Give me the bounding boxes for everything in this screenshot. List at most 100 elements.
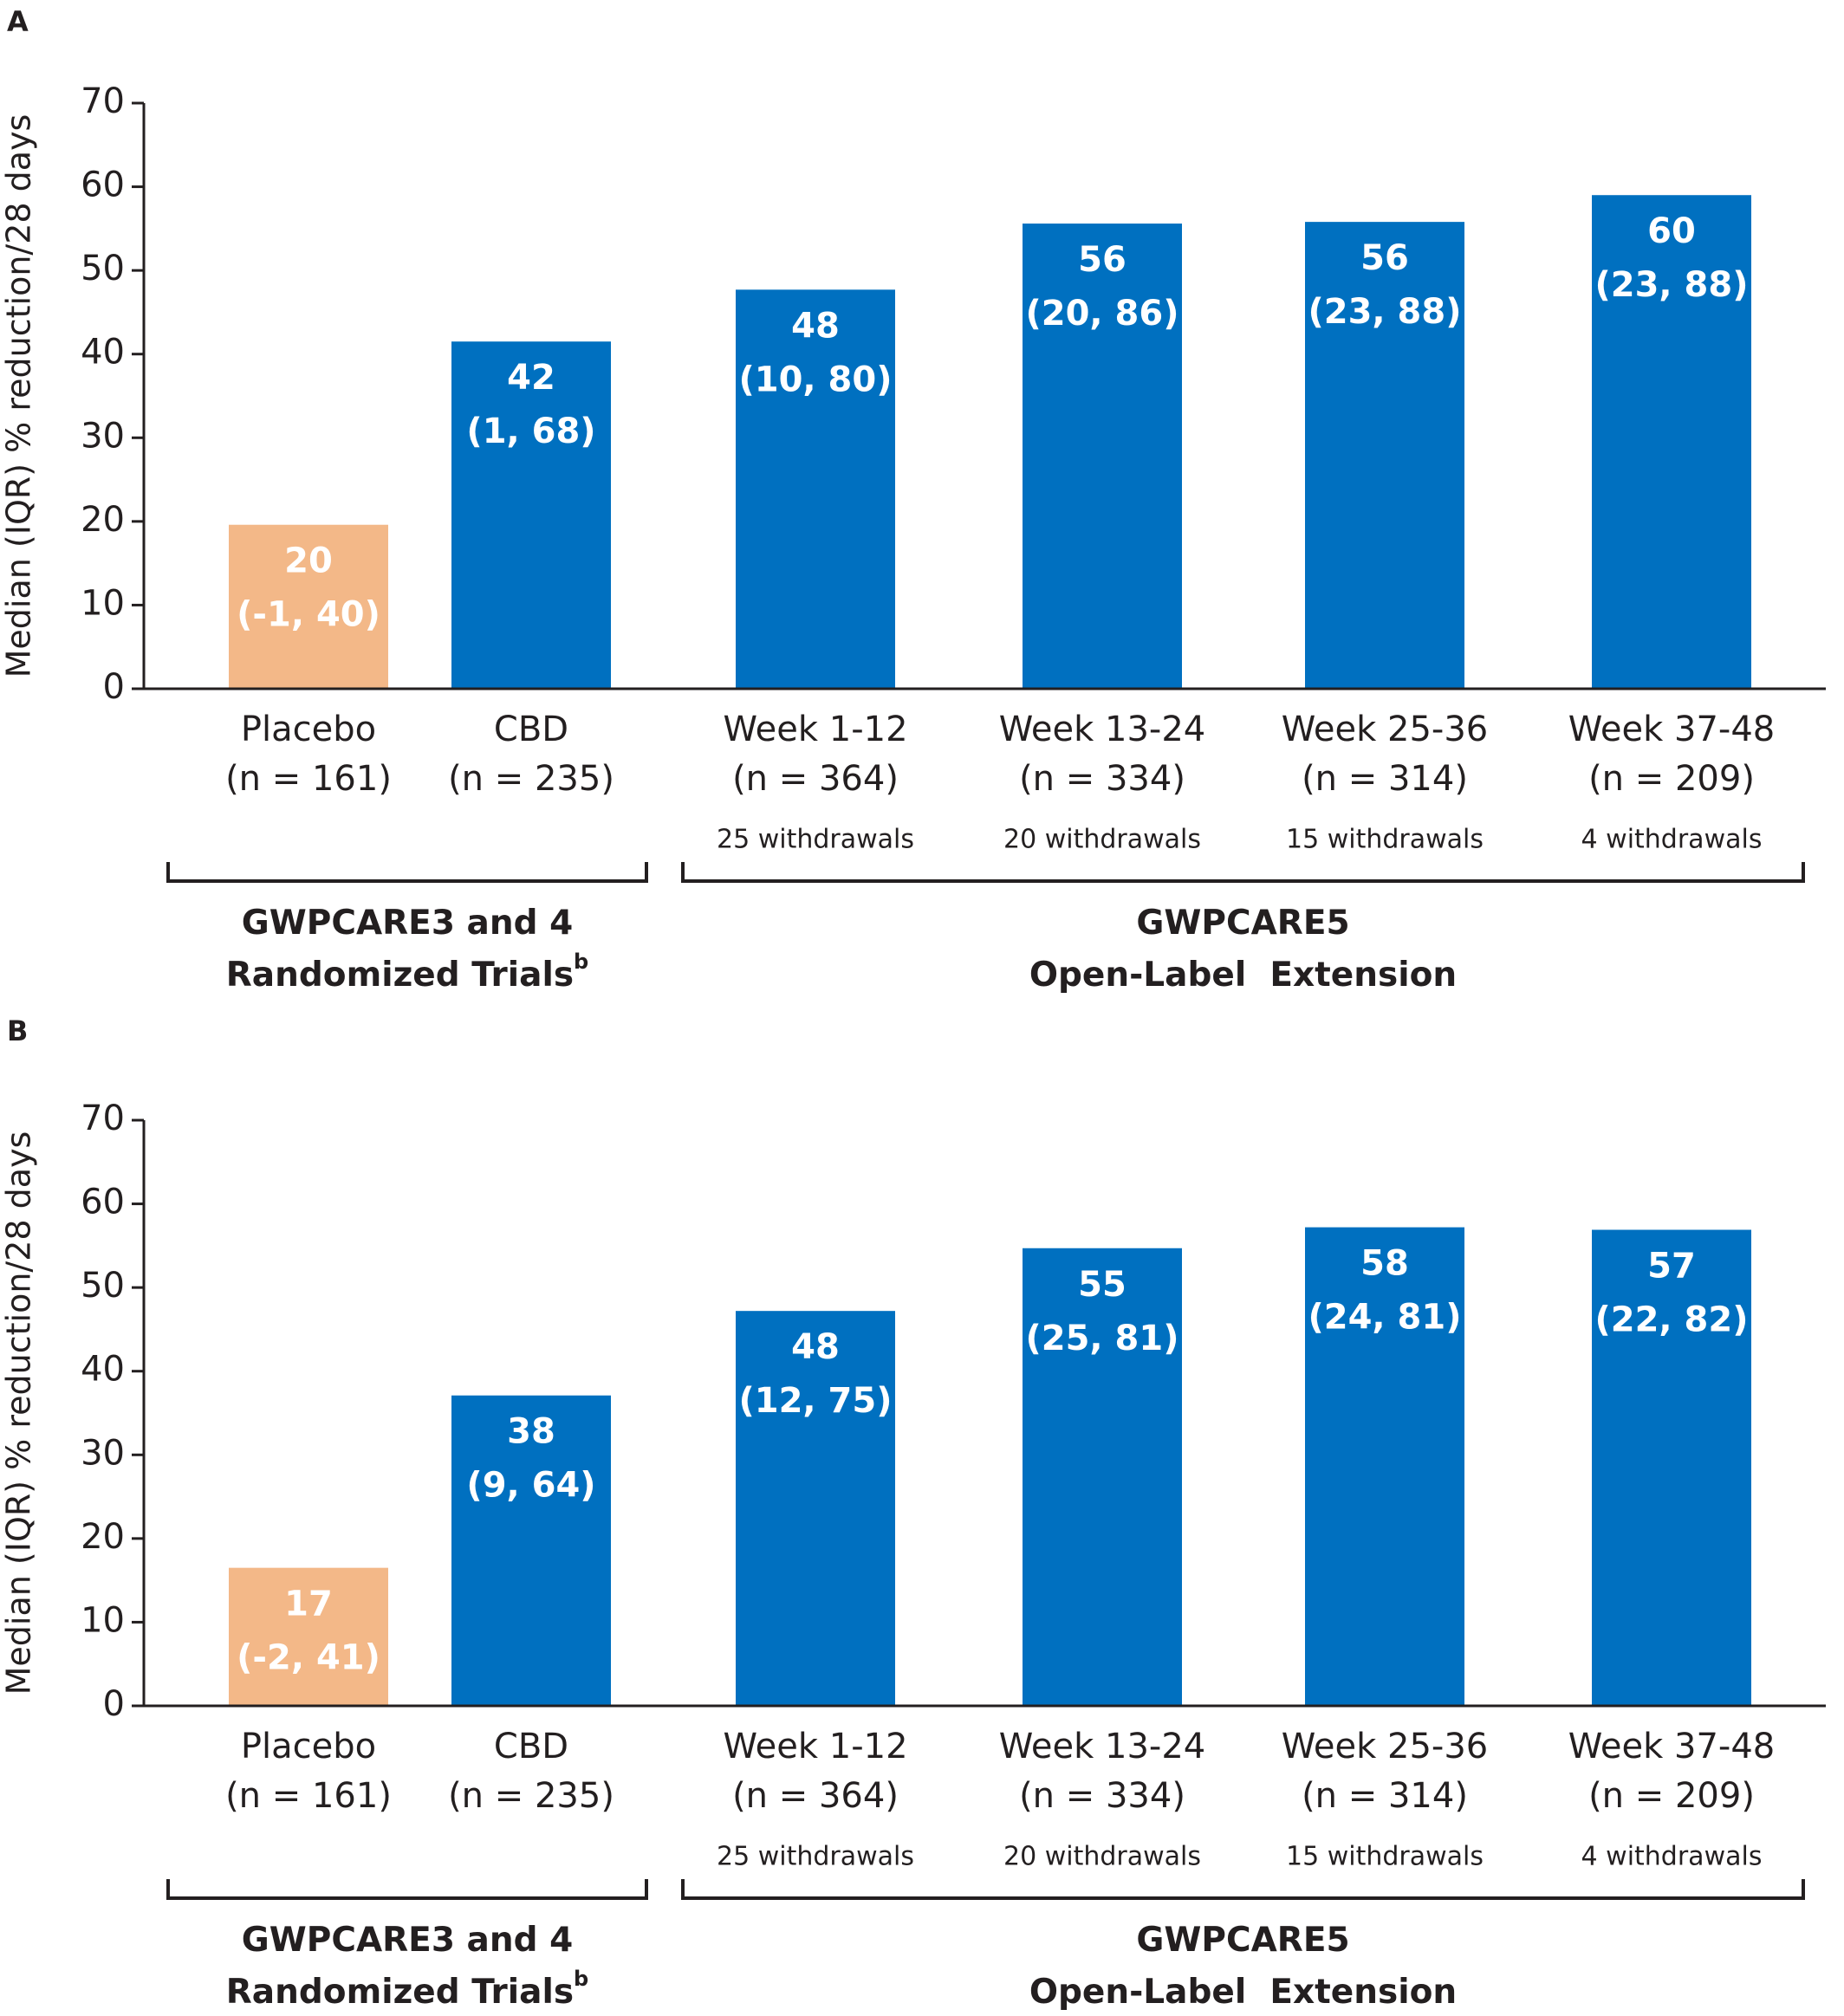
n-label: (n = 314) bbox=[1302, 1776, 1468, 1816]
bar bbox=[229, 1567, 388, 1706]
bar bbox=[1305, 222, 1464, 689]
bar bbox=[1023, 1248, 1182, 1706]
value-label: 42 bbox=[507, 358, 555, 398]
value-label: 17 bbox=[284, 1585, 333, 1624]
withdrawal-label: 20 withdrawals bbox=[1003, 1842, 1201, 1872]
x-tick-label: Week 13-24 bbox=[999, 710, 1206, 749]
group-bracket bbox=[166, 1879, 648, 1900]
withdrawal-label: 15 withdrawals bbox=[1286, 825, 1484, 855]
group-label-line: Randomized Trials bbox=[226, 1973, 574, 2012]
value-label: 20 bbox=[284, 541, 333, 581]
value-label: 48 bbox=[791, 1327, 840, 1367]
withdrawal-label: 4 withdrawals bbox=[1581, 825, 1763, 855]
y-tick-label: 0 bbox=[103, 1684, 125, 1724]
x-tick-label: Week 1-12 bbox=[723, 710, 907, 749]
bar bbox=[1305, 1227, 1464, 1706]
group-label-line: GWPCARE5 bbox=[1136, 1921, 1349, 1960]
x-tick-label: Placebo bbox=[241, 1727, 376, 1766]
iqr-label: (23, 88) bbox=[1308, 292, 1461, 332]
panel-label: A bbox=[7, 5, 29, 38]
iqr-label: (22, 82) bbox=[1594, 1300, 1748, 1340]
value-label: 56 bbox=[1360, 238, 1409, 278]
n-label: (n = 334) bbox=[1019, 1776, 1185, 1816]
iqr-label: (9, 64) bbox=[466, 1466, 595, 1506]
bar bbox=[1023, 224, 1182, 689]
iqr-label: (1, 68) bbox=[466, 412, 595, 451]
x-tick-label: Week 1-12 bbox=[723, 1727, 907, 1766]
x-tick-label: Week 37-48 bbox=[1568, 1727, 1776, 1766]
bar bbox=[229, 524, 388, 689]
y-tick-label: 20 bbox=[81, 1517, 125, 1557]
withdrawal-label: 4 withdrawals bbox=[1581, 1842, 1763, 1872]
group-label-line: Open-Label Extension bbox=[1029, 956, 1457, 995]
n-label: (n = 209) bbox=[1588, 1776, 1755, 1816]
n-label: (n = 314) bbox=[1302, 759, 1468, 799]
iqr-label: (12, 75) bbox=[738, 1381, 892, 1421]
iqr-label: (24, 81) bbox=[1308, 1298, 1461, 1338]
bar bbox=[1592, 1229, 1751, 1706]
bar bbox=[736, 1311, 895, 1706]
value-label: 60 bbox=[1647, 211, 1696, 251]
value-label: 58 bbox=[1360, 1244, 1409, 1284]
iqr-label: (23, 88) bbox=[1594, 265, 1748, 305]
bar bbox=[451, 1395, 611, 1706]
x-tick-label: Week 37-48 bbox=[1568, 710, 1776, 749]
value-label: 48 bbox=[791, 306, 840, 346]
group-label-line: GWPCARE5 bbox=[1136, 904, 1349, 943]
group-bracket bbox=[681, 862, 1805, 883]
value-label: 38 bbox=[507, 1412, 555, 1452]
y-tick-label: 40 bbox=[81, 333, 125, 373]
group-label: GWPCARE3 and 4 bbox=[242, 1921, 574, 1960]
y-tick-label: 30 bbox=[81, 416, 125, 456]
withdrawal-label: 25 withdrawals bbox=[717, 1842, 914, 1872]
group-label: Open-Label Extension bbox=[1029, 956, 1457, 995]
y-tick-label: 0 bbox=[103, 667, 125, 707]
y-tick-label: 30 bbox=[81, 1433, 125, 1473]
n-label: (n = 235) bbox=[448, 759, 614, 799]
iqr-label: (-1, 40) bbox=[237, 595, 380, 635]
group-superscript: b bbox=[574, 950, 588, 974]
bar bbox=[451, 341, 611, 689]
y-tick-label: 70 bbox=[81, 81, 125, 121]
iqr-label: (20, 86) bbox=[1025, 294, 1178, 334]
group-bracket bbox=[681, 1879, 1805, 1900]
group-label-line: GWPCARE3 and 4 bbox=[242, 904, 574, 943]
group-label: Randomized Trialsb bbox=[226, 1967, 588, 2012]
x-tick-label: Placebo bbox=[241, 710, 376, 749]
y-tick-label: 70 bbox=[81, 1099, 125, 1138]
x-tick-label: CBD bbox=[494, 1727, 568, 1766]
value-label: 57 bbox=[1647, 1247, 1696, 1287]
y-axis-label: Median (IQR) % reduction/28 days bbox=[0, 1131, 38, 1695]
n-label: (n = 235) bbox=[448, 1776, 614, 1816]
group-label: GWPCARE3 and 4 bbox=[242, 904, 574, 943]
value-label: 55 bbox=[1078, 1265, 1127, 1305]
group-label-line: GWPCARE3 and 4 bbox=[242, 1921, 574, 1960]
bar bbox=[1592, 195, 1751, 689]
group-label-line: Randomized Trials bbox=[226, 956, 574, 995]
n-label: (n = 161) bbox=[225, 759, 392, 799]
y-tick-label: 20 bbox=[81, 500, 125, 540]
group-label-line: Open-Label Extension bbox=[1029, 1973, 1457, 2012]
x-tick-label: Week 13-24 bbox=[999, 1727, 1206, 1766]
withdrawal-label: 15 withdrawals bbox=[1286, 1842, 1484, 1872]
y-tick-label: 10 bbox=[81, 1600, 125, 1640]
n-label: (n = 334) bbox=[1019, 759, 1185, 799]
withdrawal-label: 25 withdrawals bbox=[717, 825, 914, 855]
y-tick-label: 50 bbox=[81, 249, 125, 288]
group-label: GWPCARE5 bbox=[1136, 1921, 1349, 1960]
group-label: Randomized Trialsb bbox=[226, 950, 588, 995]
y-tick-label: 50 bbox=[81, 1266, 125, 1306]
n-label: (n = 364) bbox=[732, 759, 899, 799]
n-label: (n = 209) bbox=[1588, 759, 1755, 799]
iqr-label: (-2, 41) bbox=[237, 1638, 380, 1678]
n-label: (n = 161) bbox=[225, 1776, 392, 1816]
y-tick-label: 10 bbox=[81, 583, 125, 623]
x-tick-label: CBD bbox=[494, 710, 568, 749]
group-label: GWPCARE5 bbox=[1136, 904, 1349, 943]
bar bbox=[736, 289, 895, 689]
x-tick-label: Week 25-36 bbox=[1282, 1727, 1489, 1766]
withdrawal-label: 20 withdrawals bbox=[1003, 825, 1201, 855]
y-tick-label: 40 bbox=[81, 1350, 125, 1390]
value-label: 56 bbox=[1078, 240, 1127, 280]
